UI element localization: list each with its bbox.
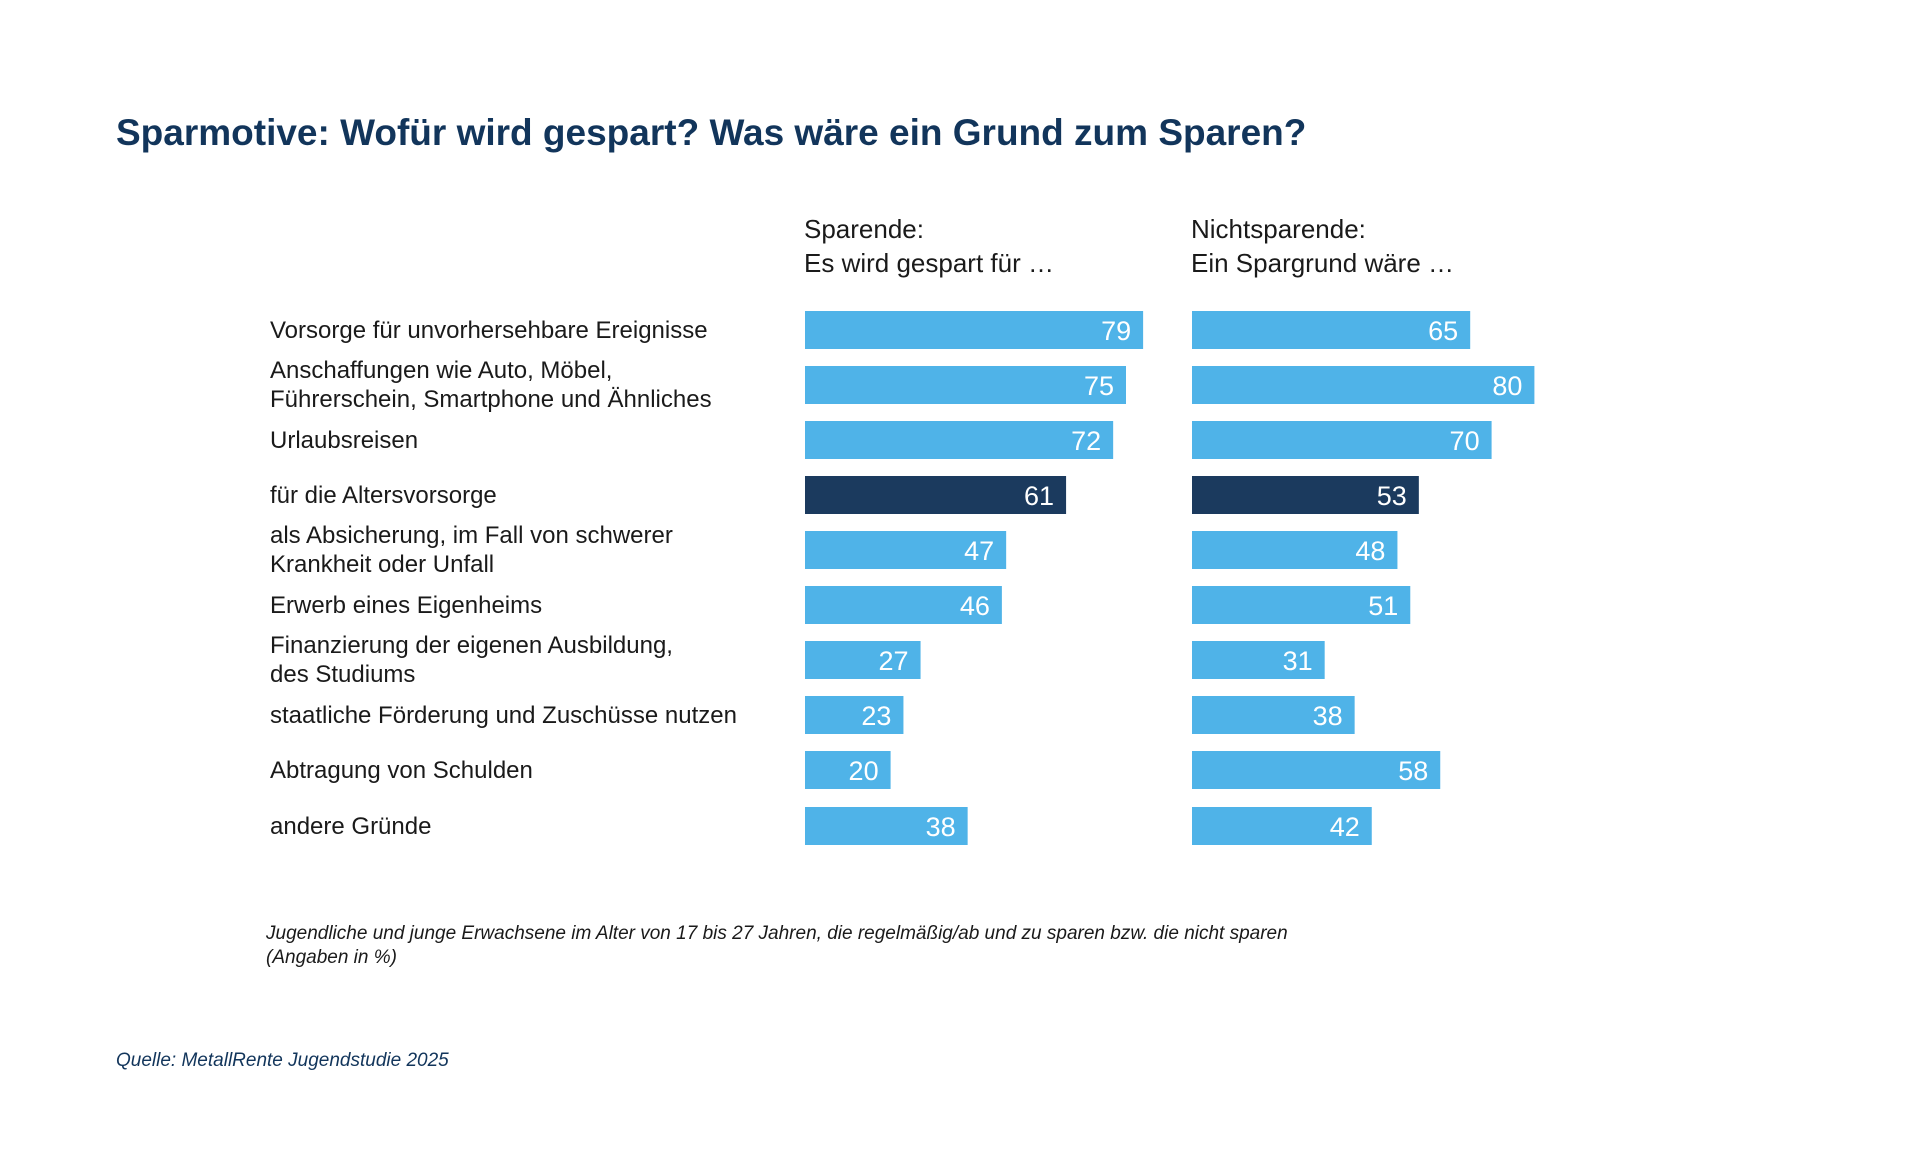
source-note: Quelle: MetallRente Jugendstudie 2025 <box>116 1050 449 1071</box>
bar <box>1192 586 1411 624</box>
chart-title: Sparmotive: Wofür wird gespart? Was wäre… <box>116 112 1307 153</box>
category-label: Vorsorge für unvorhersehbare Ereignisse <box>270 316 708 344</box>
category-label: andere Gründe <box>270 812 432 840</box>
bar <box>1192 311 1471 349</box>
bar-value-label: 75 <box>1084 371 1114 401</box>
bar <box>1192 476 1419 514</box>
bar <box>805 311 1144 349</box>
bar-value-label: 70 <box>1450 426 1480 456</box>
category-label: als Absicherung, im Fall von schwerer Kr… <box>270 522 673 578</box>
bar <box>1192 641 1325 679</box>
bar <box>805 807 968 845</box>
bar-value-label: 47 <box>964 536 994 566</box>
bar-value-label: 61 <box>1024 481 1054 511</box>
category-label: staatliche Förderung und Zuschüsse nutze… <box>270 701 737 729</box>
category-label: Erwerb eines Eigenheims <box>270 591 543 619</box>
category-label: Abtragung von Schulden <box>270 756 533 784</box>
category-label: für die Altersvorsorge <box>270 481 497 509</box>
bar-value-label: 38 <box>1313 701 1343 731</box>
bar <box>1192 696 1355 734</box>
bar <box>1192 751 1441 789</box>
panel-title-nichtsparende: Nichtsparende: Ein Spargrund wäre … <box>1191 214 1455 278</box>
bar <box>805 751 891 789</box>
bar <box>1192 366 1535 404</box>
bar-value-label: 51 <box>1368 591 1398 621</box>
category-label: Urlaubsreisen <box>270 426 419 454</box>
bar <box>805 696 904 734</box>
bar <box>805 586 1002 624</box>
bar-value-label: 72 <box>1071 426 1101 456</box>
category-label: Anschaffungen wie Auto, Möbel, Führersch… <box>270 357 712 413</box>
bar <box>1192 421 1492 459</box>
bar-value-label: 48 <box>1355 536 1385 566</box>
bar-value-label: 20 <box>849 756 879 786</box>
bar-value-label: 23 <box>861 701 891 731</box>
bar-value-label: 42 <box>1330 812 1360 842</box>
bar <box>805 421 1114 459</box>
bar-value-label: 27 <box>879 646 909 676</box>
category-label: Finanzierung der eigenen Ausbildung, des… <box>270 632 673 688</box>
bar <box>805 476 1067 514</box>
footnote: Jugendliche und junge Erwachsene im Alte… <box>266 923 1288 968</box>
bar-value-label: 80 <box>1492 371 1522 401</box>
bar-value-label: 31 <box>1283 646 1313 676</box>
bar-value-label: 58 <box>1398 756 1428 786</box>
bar-value-label: 46 <box>960 591 990 621</box>
bar-series-sparende: 79 75 72 61 47 46 27 23 20 38 <box>805 311 1144 845</box>
bar <box>805 366 1126 404</box>
bar-value-label: 65 <box>1428 316 1458 346</box>
bar-value-label: 79 <box>1101 316 1131 346</box>
bar-value-label: 38 <box>926 812 956 842</box>
bar <box>805 531 1007 569</box>
panel-title-sparende: Sparende: Es wird gespart für … <box>804 214 1054 278</box>
bar <box>805 641 921 679</box>
bar <box>1192 531 1398 569</box>
bar <box>1192 807 1372 845</box>
bar-value-label: 53 <box>1377 481 1407 511</box>
